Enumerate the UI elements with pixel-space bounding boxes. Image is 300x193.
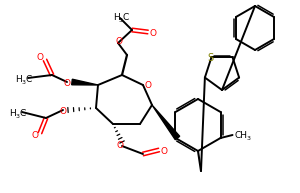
Text: CH: CH [234,131,247,141]
Text: H: H [112,13,119,21]
Text: O: O [59,107,67,115]
Text: O: O [145,81,152,91]
Polygon shape [72,79,98,85]
Text: S: S [207,53,214,63]
Text: H: H [10,108,16,118]
Text: O: O [37,52,44,62]
Text: O: O [149,29,157,37]
Text: O: O [116,141,124,151]
Text: 3: 3 [16,113,20,119]
Text: 3: 3 [247,136,250,141]
Text: 3: 3 [22,80,26,85]
Text: O: O [64,80,70,89]
Text: H: H [16,74,22,84]
Text: C: C [123,13,129,21]
Text: O: O [160,146,167,156]
Text: 3: 3 [119,18,123,23]
Polygon shape [152,105,180,140]
Text: O: O [32,131,38,141]
Text: C: C [20,108,26,118]
Text: O: O [116,36,122,46]
Text: C: C [26,74,32,84]
